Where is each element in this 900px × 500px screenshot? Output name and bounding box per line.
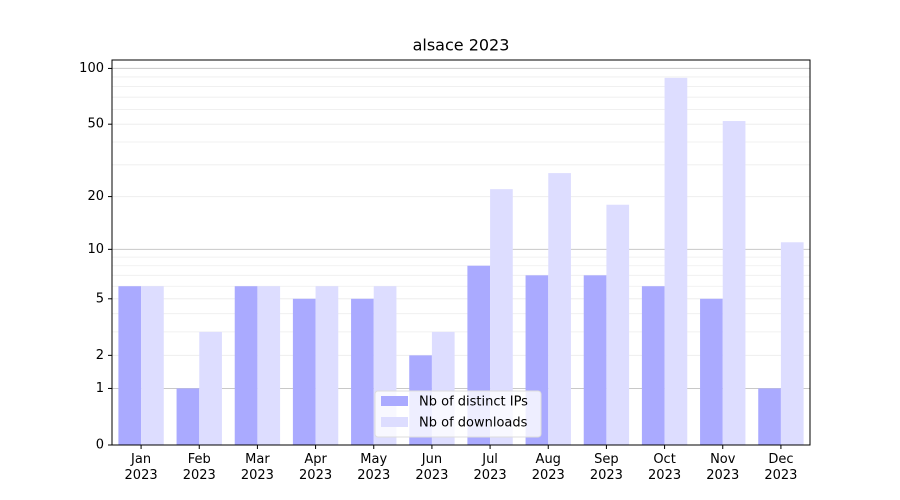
bar <box>548 173 571 445</box>
x-tick-label: May 2023 <box>357 452 391 483</box>
plot-frame <box>111 59 811 446</box>
x-tick-label: Feb 2023 <box>182 452 216 483</box>
y-tick-label: 10 <box>87 242 104 257</box>
bar <box>664 77 688 445</box>
bar <box>176 388 200 445</box>
bar <box>583 275 607 445</box>
bar <box>199 331 222 445</box>
legend-label: Nb of downloads <box>419 416 528 431</box>
x-tick-label: Jan 2023 <box>124 452 158 483</box>
bar <box>351 298 374 445</box>
x-tick-label: Aug 2023 <box>531 452 565 483</box>
legend: Nb of distinct IPs Nb of downloads <box>374 390 542 438</box>
bar <box>641 286 665 445</box>
bar <box>758 388 781 445</box>
chart-title: alsace 2023 <box>413 36 510 55</box>
legend-box <box>374 390 542 438</box>
x-tick-label: Apr 2023 <box>299 452 333 483</box>
bar <box>780 242 804 445</box>
legend-swatch <box>381 417 408 427</box>
x-tick-label: Dec 2023 <box>764 452 798 483</box>
bar <box>234 286 258 445</box>
x-tick-label: Nov 2023 <box>706 452 740 483</box>
bar <box>257 286 281 445</box>
y-tick-label: 1 <box>96 381 104 396</box>
y-tick-label: 20 <box>87 189 104 204</box>
bar <box>606 204 630 445</box>
x-tick-label: Mar 2023 <box>240 452 274 483</box>
bar <box>490 189 513 445</box>
y-tick-label: 100 <box>79 61 104 76</box>
x-tick-label: Oct 2023 <box>648 452 682 483</box>
x-tick-label: Sep 2023 <box>589 452 623 483</box>
y-tick-label: 2 <box>96 348 104 363</box>
bar <box>292 298 316 445</box>
bar <box>700 298 723 445</box>
x-tick-label: Jun 2023 <box>415 452 449 483</box>
y-tick-label: 5 <box>96 291 104 306</box>
legend-swatch <box>381 396 408 406</box>
legend-label: Nb of distinct IPs <box>419 395 528 410</box>
y-tick-label: 0 <box>96 438 104 453</box>
bar <box>141 286 164 445</box>
bar <box>315 286 339 445</box>
x-tick-label: Jul 2023 <box>473 452 507 483</box>
bar <box>722 121 746 445</box>
bar <box>118 286 142 445</box>
y-tick-label: 50 <box>87 117 104 132</box>
